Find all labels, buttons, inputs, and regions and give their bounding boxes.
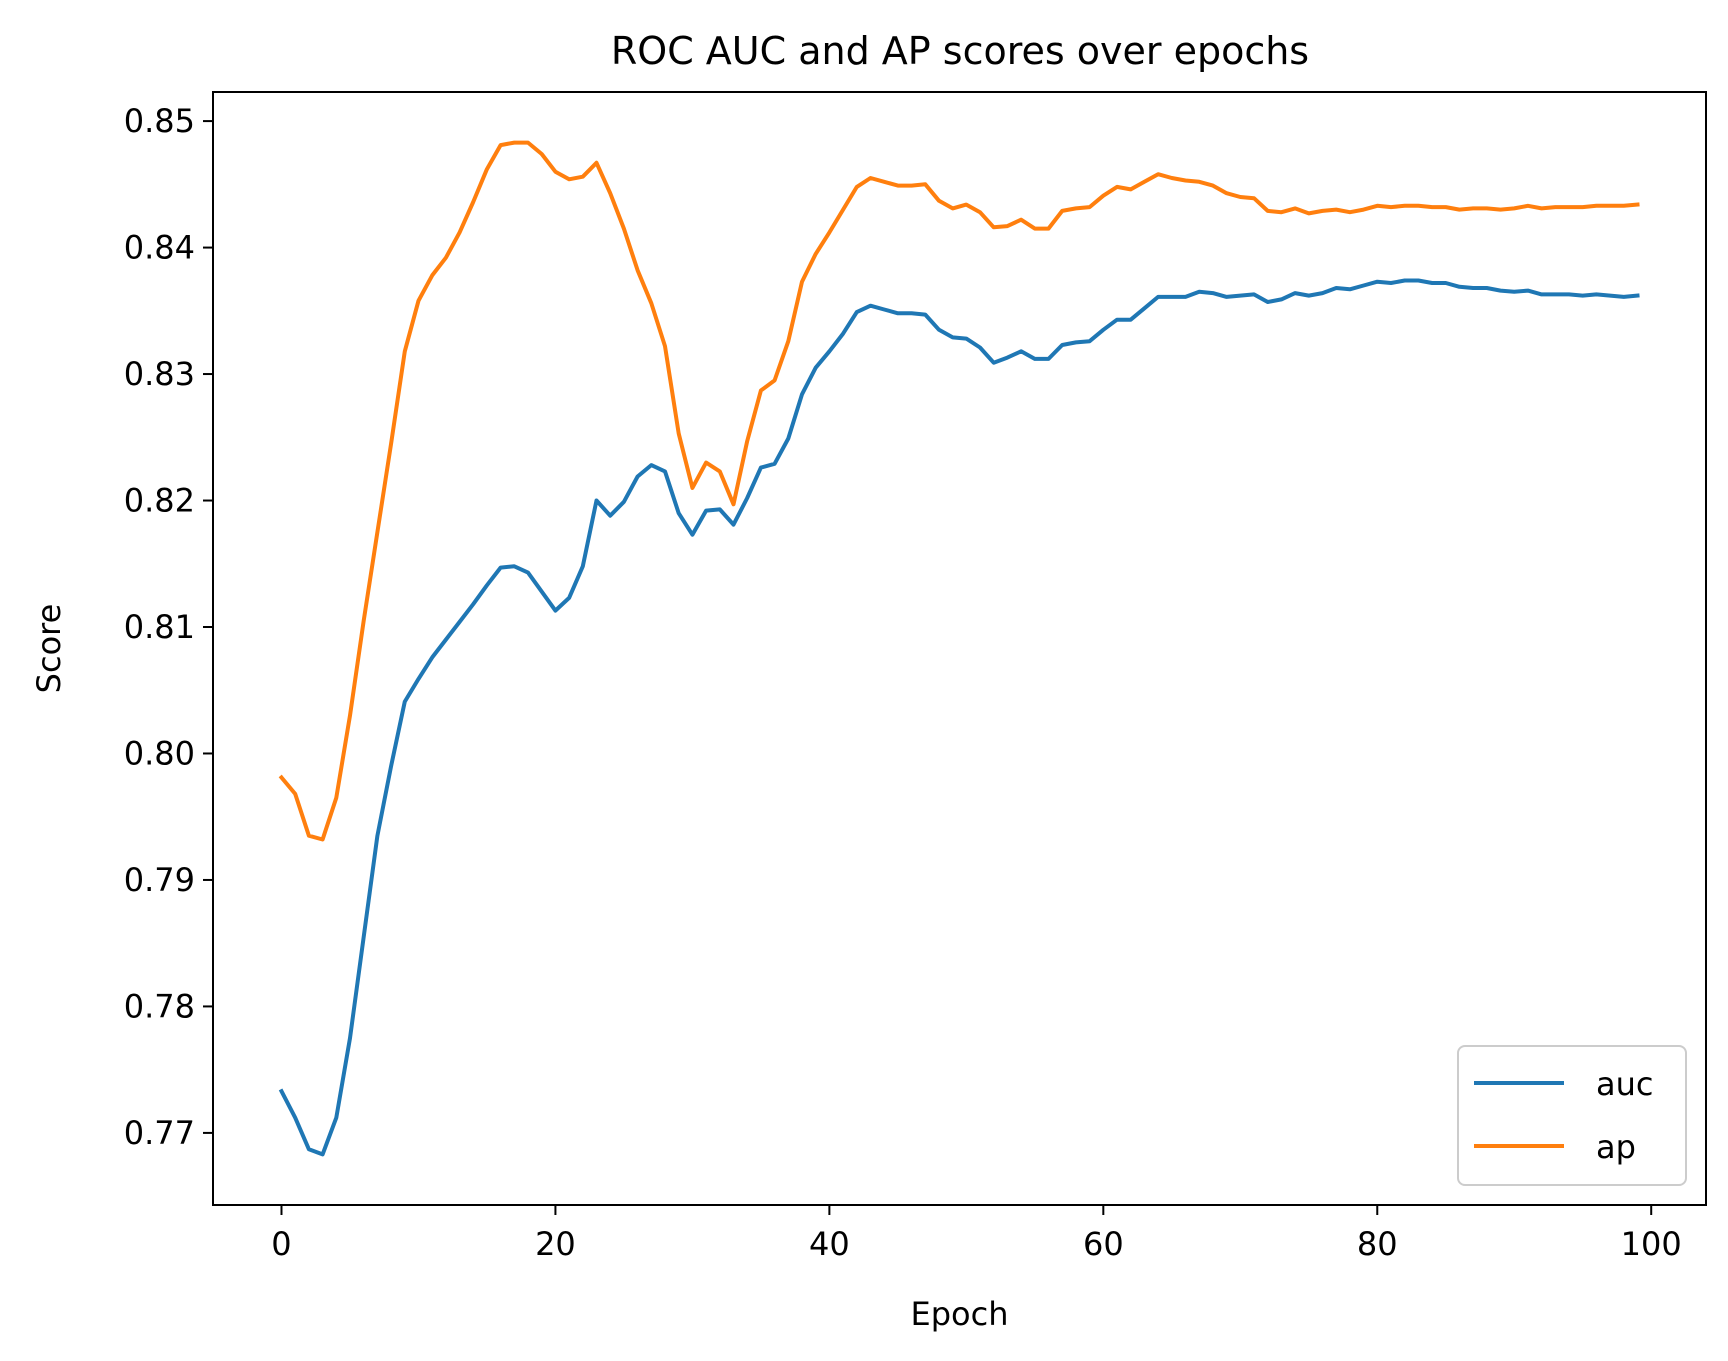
series-line-ap	[278, 140, 1640, 842]
y-tick-label: 0.85	[124, 102, 195, 140]
x-axis-label: Epoch	[911, 1295, 1009, 1333]
x-tick-label: 40	[809, 1225, 850, 1263]
y-tick-label: 0.82	[124, 482, 195, 520]
axes-frame	[212, 91, 1707, 1206]
series-line-auc	[278, 278, 1640, 1157]
y-tick-label: 0.79	[124, 861, 195, 899]
x-axis-ticks: 0 20 40 60 80 100	[271, 1205, 1682, 1263]
series-layer	[278, 140, 1640, 1157]
y-tick-label: 0.81	[124, 608, 195, 646]
y-axis-label: Score	[30, 604, 68, 694]
legend-label-ap: ap	[1596, 1128, 1636, 1166]
x-tick-label: 80	[1357, 1225, 1398, 1263]
legend: auc ap	[1457, 1045, 1687, 1186]
y-tick-label: 0.83	[124, 355, 195, 393]
y-tick-label: 0.77	[124, 1114, 195, 1152]
chart-title: ROC AUC and AP scores over epochs	[611, 29, 1309, 73]
x-tick-label: 100	[1621, 1225, 1682, 1263]
legend-label-auc: auc	[1596, 1065, 1653, 1103]
x-tick-label: 20	[535, 1225, 576, 1263]
y-tick-label: 0.84	[124, 229, 195, 267]
legend-box	[1457, 1045, 1687, 1186]
y-axis-ticks: 0.77 0.78 0.79 0.80 0.81 0.82 0.83 0.84 0.85	[124, 102, 213, 1152]
x-tick-label: 0	[271, 1225, 291, 1263]
x-tick-label: 60	[1083, 1225, 1124, 1263]
y-tick-label: 0.78	[124, 987, 195, 1025]
plot-area	[212, 91, 1707, 1206]
y-tick-label: 0.80	[124, 734, 195, 772]
